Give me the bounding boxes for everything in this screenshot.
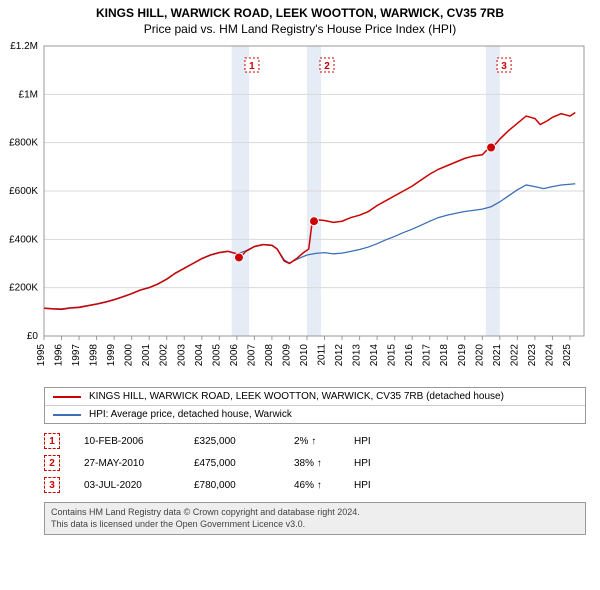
footer-line-1: Contains HM Land Registry data © Crown c…: [51, 507, 579, 519]
svg-text:2004: 2004: [194, 344, 205, 367]
svg-text:2024: 2024: [544, 344, 555, 367]
svg-text:1997: 1997: [71, 344, 82, 367]
sale-marker-box: 2: [44, 455, 60, 471]
sale-row: 3 03-JUL-2020£780,00046% ↑HPI: [44, 474, 586, 496]
sale-hpi-suffix: HPI: [354, 436, 394, 447]
sale-pct: 38% ↑: [294, 458, 354, 469]
legend-label-blue: HPI: Average price, detached house, Warw…: [89, 409, 292, 420]
sale-pct: 2% ↑: [294, 436, 354, 447]
svg-text:2003: 2003: [176, 344, 187, 367]
sale-date: 03-JUL-2020: [84, 480, 194, 491]
svg-text:2011: 2011: [317, 344, 328, 366]
svg-text:2017: 2017: [422, 344, 433, 367]
footer-attribution: Contains HM Land Registry data © Crown c…: [44, 502, 586, 535]
svg-text:2015: 2015: [387, 344, 398, 367]
svg-text:2016: 2016: [404, 344, 415, 367]
svg-text:1998: 1998: [89, 344, 100, 367]
legend-swatch-red: [53, 396, 81, 398]
sale-date: 10-FEB-2006: [84, 436, 194, 447]
svg-text:£800K: £800K: [9, 138, 38, 149]
svg-text:2000: 2000: [124, 344, 135, 367]
svg-text:3: 3: [501, 61, 507, 72]
svg-text:£1M: £1M: [19, 89, 38, 100]
legend-row-blue: HPI: Average price, detached house, Warw…: [45, 405, 585, 423]
svg-text:2012: 2012: [334, 344, 345, 367]
legend-row-red: KINGS HILL, WARWICK ROAD, LEEK WOOTTON, …: [45, 388, 585, 405]
svg-text:2006: 2006: [229, 344, 240, 367]
chart-container: KINGS HILL, WARWICK ROAD, LEEK WOOTTON, …: [0, 0, 600, 535]
svg-text:2001: 2001: [141, 344, 152, 367]
svg-text:2019: 2019: [457, 344, 468, 367]
footer-line-2: This data is licensed under the Open Gov…: [51, 519, 579, 531]
sale-date: 27-MAY-2010: [84, 458, 194, 469]
sale-price: £780,000: [194, 480, 294, 491]
svg-text:2007: 2007: [246, 344, 257, 367]
sale-price: £475,000: [194, 458, 294, 469]
sale-pct: 46% ↑: [294, 480, 354, 491]
svg-text:£1.2M: £1.2M: [10, 41, 38, 52]
svg-text:£600K: £600K: [9, 186, 38, 197]
sale-hpi-suffix: HPI: [354, 458, 394, 469]
svg-text:2010: 2010: [299, 344, 310, 367]
sale-hpi-suffix: HPI: [354, 480, 394, 491]
title-line-2: Price paid vs. HM Land Registry's House …: [8, 22, 592, 36]
title-line-1: KINGS HILL, WARWICK ROAD, LEEK WOOTTON, …: [8, 6, 592, 20]
svg-text:2021: 2021: [492, 344, 503, 367]
svg-text:2020: 2020: [474, 344, 485, 367]
svg-text:2014: 2014: [369, 344, 380, 367]
sales-table: 110-FEB-2006£325,0002% ↑HPI227-MAY-2010£…: [44, 430, 586, 496]
svg-text:2008: 2008: [264, 344, 275, 367]
chart-area: £0 £200K £400K £600K £800K £1M £1.2M 1995 1996 19…: [0, 38, 600, 383]
svg-text:2022: 2022: [509, 344, 520, 367]
sale-row: 2 27-MAY-2010£475,00038% ↑HPI: [44, 452, 586, 474]
line-chart-svg: £0 £200K £400K £600K £800K £1M £1.2M 1995 1996 19…: [0, 38, 600, 378]
svg-text:2002: 2002: [159, 344, 170, 367]
sale-marker-box: 1: [44, 433, 60, 449]
svg-text:£400K: £400K: [9, 234, 38, 245]
svg-text:£200K: £200K: [9, 283, 38, 294]
svg-text:£0: £0: [27, 331, 39, 342]
svg-text:2013: 2013: [352, 344, 363, 367]
legend-label-red: KINGS HILL, WARWICK ROAD, LEEK WOOTTON, …: [89, 391, 504, 402]
sale-marker-box: 3: [44, 477, 60, 493]
svg-text:2018: 2018: [439, 344, 450, 367]
svg-text:1999: 1999: [106, 344, 117, 367]
title-block: KINGS HILL, WARWICK ROAD, LEEK WOOTTON, …: [0, 0, 600, 38]
svg-text:1996: 1996: [54, 344, 65, 367]
svg-text:1995: 1995: [36, 344, 47, 367]
legend-swatch-blue: [53, 414, 81, 416]
legend: KINGS HILL, WARWICK ROAD, LEEK WOOTTON, …: [44, 387, 586, 424]
svg-text:2025: 2025: [562, 344, 573, 367]
sale-row: 1 10-FEB-2006£325,0002% ↑HPI: [44, 430, 586, 452]
svg-text:1: 1: [249, 61, 255, 72]
svg-text:2005: 2005: [211, 344, 222, 367]
svg-text:2023: 2023: [527, 344, 538, 367]
sale-price: £325,000: [194, 436, 294, 447]
svg-text:2: 2: [324, 61, 330, 72]
svg-text:2009: 2009: [281, 344, 292, 367]
